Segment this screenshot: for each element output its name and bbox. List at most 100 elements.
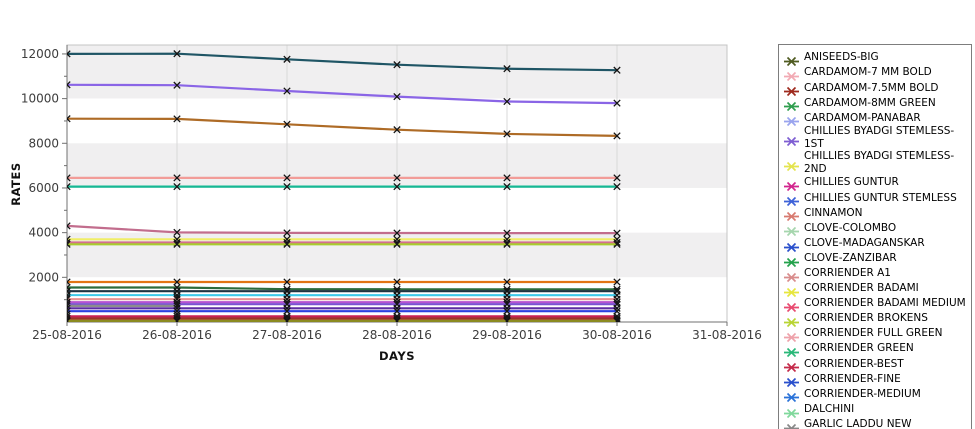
svg-text:10000: 10000 bbox=[21, 92, 59, 106]
svg-text:4000: 4000 bbox=[28, 226, 59, 240]
legend-item-label: CARDAMOM-7.5MM BOLD bbox=[804, 81, 939, 94]
legend-item-label: ANISEEDS-BIG bbox=[804, 51, 879, 64]
legend-item-label: CHILLIES GUNTUR STEMLESS bbox=[804, 191, 957, 204]
series-line-medium-purple bbox=[67, 83, 618, 105]
point-markers-orange-flat bbox=[67, 278, 621, 286]
legend-item: CLOVE-MADAGANSKAR bbox=[784, 235, 966, 252]
legend-item-label: CORRIENDER GREEN bbox=[804, 342, 914, 355]
point-markers-olive bbox=[67, 317, 621, 322]
legend-item: CHILLIES BYADGI STEMLESS-2ND bbox=[784, 150, 966, 175]
svg-text:31-08-2016: 31-08-2016 bbox=[692, 328, 762, 342]
legend-item-label: CORRIENDER-BEST bbox=[804, 357, 904, 370]
chart-legend: ANISEEDS-BIG CARDAMOM-7 MM BOLD CARDAMOM-7… bbox=[778, 44, 972, 429]
x-axis-label: DAYS bbox=[379, 349, 415, 363]
legend-item: CORRIENDER-BEST bbox=[784, 356, 966, 373]
legend-item-label: DALCHINI bbox=[804, 402, 855, 415]
series-marker-icon bbox=[784, 313, 799, 328]
legend-item-label: CORRIENDER BADAMI MEDIUM bbox=[804, 297, 966, 310]
series-marker-icon bbox=[784, 67, 799, 82]
legend-item: CLOVE-ZANZIBAR bbox=[784, 251, 966, 267]
series-marker-icon bbox=[784, 112, 799, 127]
svg-text:30-08-2016: 30-08-2016 bbox=[582, 328, 652, 342]
y-tick-labels: 2000 4000 6000 8000 10000 12000 bbox=[21, 47, 59, 284]
legend-item: CARDAMOM-8MM GREEN bbox=[784, 95, 966, 112]
series-marker-icon bbox=[784, 283, 799, 297]
series-marker-icon bbox=[784, 132, 799, 147]
legend-item-label: CORRIENDER BROKENS bbox=[804, 312, 928, 325]
x-tick-labels: 25-08-2016 26-08-2016 27-08-2016 28-08-2016… bbox=[32, 328, 762, 342]
series-marker-icon bbox=[784, 52, 799, 67]
point-markers-salmon-flat bbox=[67, 174, 621, 182]
point-markers-emerald-flat bbox=[67, 182, 621, 191]
series-marker-icon bbox=[784, 253, 799, 267]
point-markers-yellow-green-flat bbox=[67, 240, 621, 248]
series-marker-icon bbox=[784, 238, 799, 252]
legend-item: CINNAMON bbox=[784, 205, 966, 222]
legend-item-label: CARDAMOM-7 MM BOLD bbox=[804, 66, 932, 79]
svg-text:28-08-2016: 28-08-2016 bbox=[362, 328, 432, 342]
legend-item-label: CARDAMOM-PANABAR bbox=[804, 111, 921, 124]
series-marker-icon bbox=[784, 373, 799, 388]
svg-text:2000: 2000 bbox=[28, 270, 59, 284]
legend-item-label: CLOVE-MADAGANSKAR bbox=[804, 236, 925, 249]
series-line-dark-teal-top bbox=[67, 52, 618, 72]
legend-item: DALCHINI bbox=[784, 402, 966, 418]
legend-item-label: CORRIENDER FULL GREEN bbox=[804, 327, 943, 340]
series-marker-icon bbox=[784, 328, 799, 343]
point-markers-dark-teal-top bbox=[67, 50, 621, 74]
legend-item-label: CLOVE-ZANZIBAR bbox=[804, 251, 897, 264]
legend-item: ANISEEDS-BIG bbox=[784, 50, 966, 67]
series-marker-icon bbox=[784, 222, 799, 237]
svg-text:26-08-2016: 26-08-2016 bbox=[142, 328, 212, 342]
legend-item: CORRIENDER BROKENS bbox=[784, 311, 966, 328]
legend-item-label: GARLIC LADDU NEW bbox=[804, 417, 912, 429]
legend-item: CORRIENDER-MEDIUM bbox=[784, 386, 966, 403]
svg-text:12000: 12000 bbox=[21, 47, 59, 61]
legend-item: CORRIENDER A1 bbox=[784, 266, 966, 282]
series-line-mauve bbox=[67, 224, 617, 235]
legend-item: CARDAMOM-7.5MM BOLD bbox=[784, 80, 966, 97]
legend-item: CORRIENDER FULL GREEN bbox=[784, 326, 966, 343]
series-marker-icon bbox=[784, 419, 799, 429]
legend-item-label: CARDAMOM-8MM GREEN bbox=[804, 96, 936, 109]
legend-item-label: CHILLIES BYADGI STEMLESS-2ND bbox=[804, 150, 955, 175]
legend-item: CARDAMOM-PANABAR bbox=[784, 110, 966, 127]
legend-item-label: CORRIENDER A1 bbox=[804, 267, 891, 279]
point-markers-medium-purple bbox=[67, 81, 621, 107]
point-markers-sienna bbox=[67, 316, 621, 322]
svg-text:25-08-2016: 25-08-2016 bbox=[32, 328, 102, 342]
legend-item: CHILLIES BYADGI STEMLESS-1ST bbox=[784, 125, 966, 150]
point-markers-brown bbox=[67, 115, 621, 140]
legend-item: CHILLIES GUNTUR STEMLESS bbox=[784, 190, 966, 207]
series-marker-icon bbox=[784, 177, 799, 192]
y-axis-label: RATES bbox=[9, 162, 23, 206]
series-line-dark-green bbox=[67, 286, 617, 291]
series-marker-icon bbox=[784, 404, 799, 418]
svg-text:27-08-2016: 27-08-2016 bbox=[252, 328, 322, 342]
series-marker-icon bbox=[784, 358, 799, 373]
svg-text:8000: 8000 bbox=[28, 136, 59, 150]
series-marker-icon bbox=[784, 192, 799, 207]
series-line-brown bbox=[67, 117, 618, 137]
legend-item-label: CINNAMON bbox=[804, 206, 863, 219]
legend-item-label: CHILLIES GUNTUR bbox=[804, 176, 899, 189]
legend-item: CHILLIES GUNTUR bbox=[784, 175, 966, 192]
series-marker-icon bbox=[784, 157, 799, 172]
legend-item-label: CORRIENDER-MEDIUM bbox=[804, 387, 921, 400]
legend-item: GARLIC LADDU NEW bbox=[784, 417, 966, 429]
legend-item: CORRIENDER-FINE bbox=[784, 371, 966, 388]
legend-item-label: CORRIENDER-FINE bbox=[804, 372, 901, 385]
legend-item: CORRIENDER GREEN bbox=[784, 341, 966, 358]
series-marker-icon bbox=[784, 298, 799, 312]
series-group bbox=[67, 50, 621, 322]
point-markers-mauve bbox=[67, 222, 621, 237]
series-marker-icon bbox=[784, 207, 799, 222]
series-marker-icon bbox=[784, 268, 799, 282]
legend-item: CORRIENDER BADAMI bbox=[784, 281, 966, 297]
legend-item: CLOVE-COLOMBO bbox=[784, 220, 966, 237]
legend-item: CORRIENDER BADAMI MEDIUM bbox=[784, 296, 966, 312]
series-marker-icon bbox=[784, 388, 799, 403]
series-marker-icon bbox=[784, 97, 799, 112]
